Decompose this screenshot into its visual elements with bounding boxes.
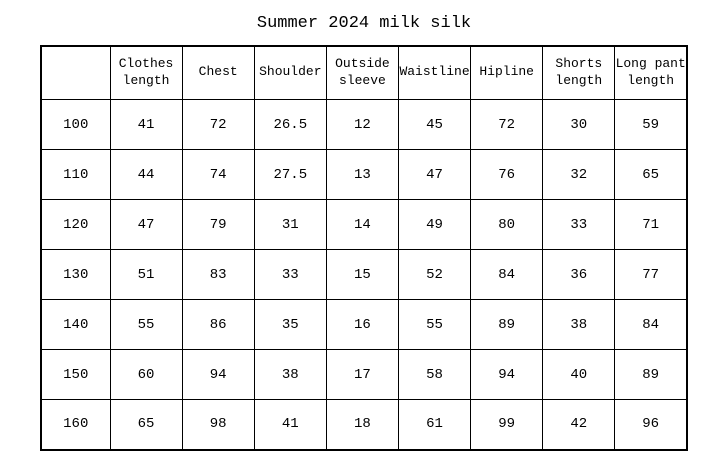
value-cell: 96 <box>614 399 688 451</box>
value-cell: 18 <box>325 399 400 451</box>
value-cell: 60 <box>109 349 183 401</box>
value-cell: 94 <box>470 349 544 401</box>
column-header: Outside sleeve <box>325 45 400 101</box>
value-cell: 84 <box>614 299 688 351</box>
table-body: 100 41 72 26.5 12 45 72 30 59 110 44 74 27.5 13 47 76 32… <box>40 99 688 451</box>
table-row: 160 65 98 41 18 61 99 42 96 <box>40 399 688 451</box>
table-row: 110 44 74 27.5 13 47 76 32 65 <box>40 149 688 201</box>
value-cell: 51 <box>109 249 183 301</box>
column-header: Hipline <box>470 45 544 101</box>
column-header: Clothes length <box>109 45 183 101</box>
value-cell: 26.5 <box>253 99 327 151</box>
value-cell: 41 <box>253 399 327 451</box>
value-cell: 65 <box>614 149 688 201</box>
value-cell: 47 <box>109 199 183 251</box>
size-cell: 140 <box>40 299 111 351</box>
value-cell: 65 <box>109 399 183 451</box>
column-header: Long pant length <box>614 45 688 101</box>
value-cell: 76 <box>470 149 544 201</box>
value-cell: 49 <box>397 199 472 251</box>
value-cell: 42 <box>542 399 616 451</box>
value-cell: 72 <box>470 99 544 151</box>
size-cell: 100 <box>40 99 111 151</box>
value-cell: 77 <box>614 249 688 301</box>
value-cell: 36 <box>542 249 616 301</box>
value-cell: 89 <box>614 349 688 401</box>
value-cell: 83 <box>181 249 255 301</box>
value-cell: 99 <box>470 399 544 451</box>
value-cell: 12 <box>325 99 400 151</box>
value-cell: 15 <box>325 249 400 301</box>
page-title: Summer 2024 milk silk <box>256 14 472 33</box>
value-cell: 13 <box>325 149 400 201</box>
value-cell: 41 <box>109 99 183 151</box>
value-cell: 30 <box>542 99 616 151</box>
table-row: 100 41 72 26.5 12 45 72 30 59 <box>40 99 688 151</box>
value-cell: 38 <box>253 349 327 401</box>
column-header: Shoulder <box>253 45 327 101</box>
corner-header-cell <box>40 45 111 101</box>
value-cell: 58 <box>397 349 472 401</box>
value-cell: 72 <box>181 99 255 151</box>
value-cell: 74 <box>181 149 255 201</box>
value-cell: 17 <box>325 349 400 401</box>
table-row: 120 47 79 31 14 49 80 33 71 <box>40 199 688 251</box>
value-cell: 89 <box>470 299 544 351</box>
value-cell: 94 <box>181 349 255 401</box>
value-cell: 61 <box>397 399 472 451</box>
value-cell: 98 <box>181 399 255 451</box>
value-cell: 44 <box>109 149 183 201</box>
value-cell: 55 <box>109 299 183 351</box>
size-chart-table: Clothes length Chest Shoulder Outside sleev… <box>40 44 688 451</box>
value-cell: 33 <box>542 199 616 251</box>
value-cell: 38 <box>542 299 616 351</box>
value-cell: 40 <box>542 349 616 401</box>
table-row: 130 51 83 33 15 52 84 36 77 <box>40 249 688 301</box>
column-header: Shorts length <box>542 45 616 101</box>
value-cell: 45 <box>397 99 472 151</box>
value-cell: 80 <box>470 199 544 251</box>
table-row: 150 60 94 38 17 58 94 40 89 <box>40 349 688 401</box>
value-cell: 35 <box>253 299 327 351</box>
value-cell: 86 <box>181 299 255 351</box>
value-cell: 84 <box>470 249 544 301</box>
size-cell: 110 <box>40 149 111 201</box>
value-cell: 32 <box>542 149 616 201</box>
size-cell: 120 <box>40 199 111 251</box>
table-head: Clothes length Chest Shoulder Outside sleev… <box>40 45 688 101</box>
value-cell: 79 <box>181 199 255 251</box>
size-cell: 150 <box>40 349 111 401</box>
value-cell: 59 <box>614 99 688 151</box>
value-cell: 71 <box>614 199 688 251</box>
value-cell: 31 <box>253 199 327 251</box>
value-cell: 33 <box>253 249 327 301</box>
value-cell: 47 <box>397 149 472 201</box>
column-header: Waistline <box>397 45 472 101</box>
value-cell: 16 <box>325 299 400 351</box>
header-row: Clothes length Chest Shoulder Outside sleev… <box>40 45 688 101</box>
table-row: 140 55 86 35 16 55 89 38 84 <box>40 299 688 351</box>
size-cell: 160 <box>40 399 111 451</box>
value-cell: 55 <box>397 299 472 351</box>
value-cell: 52 <box>397 249 472 301</box>
column-header: Chest <box>181 45 255 101</box>
value-cell: 14 <box>325 199 400 251</box>
size-cell: 130 <box>40 249 111 301</box>
value-cell: 27.5 <box>253 149 327 201</box>
